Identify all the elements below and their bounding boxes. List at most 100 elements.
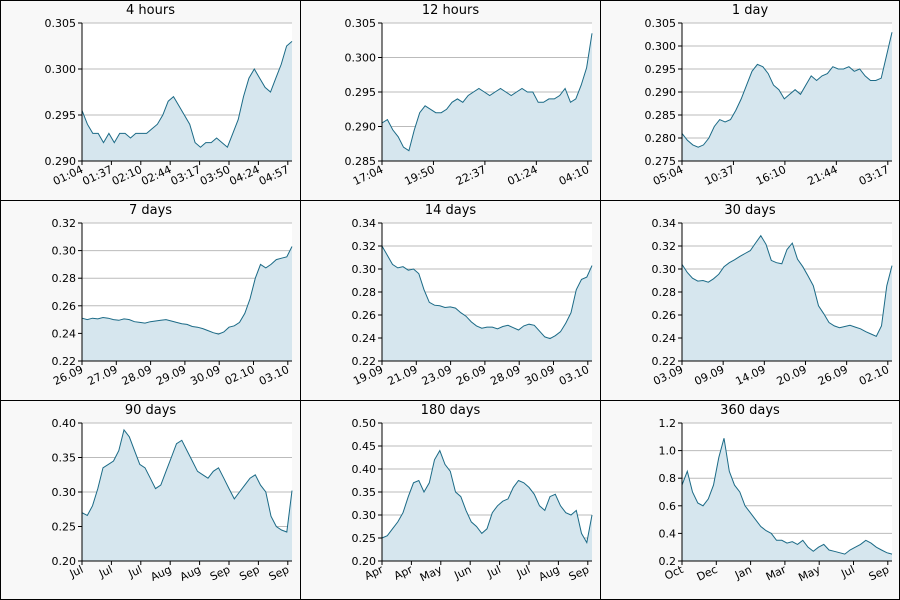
y-tick-label: 0.305 bbox=[345, 17, 377, 30]
x-tick-label: Jul bbox=[96, 563, 114, 581]
x-tick-label: 03:17 bbox=[857, 163, 891, 188]
y-tick-label: 0.2 bbox=[659, 555, 677, 568]
chart-panel: 1 day 0.275 0.280 0.285 0.290 0.295 0.300 0.305… bbox=[600, 0, 900, 201]
series-line bbox=[681, 32, 893, 148]
x-tick-label: Jul bbox=[67, 563, 85, 581]
chart-title: 90 days bbox=[124, 403, 177, 418]
x-tick-label: Jan bbox=[732, 563, 754, 582]
series-area bbox=[382, 450, 592, 561]
y-tick-label: 0.275 bbox=[645, 155, 677, 168]
y-tick-label: 0.35 bbox=[52, 452, 77, 465]
x-tick-label: 20.09 bbox=[775, 363, 809, 388]
y-tick-label: 0.20 bbox=[52, 555, 77, 568]
x-tick-label: 30.09 bbox=[188, 363, 222, 388]
x-tick-label: 01:24 bbox=[505, 163, 539, 188]
chart-title: 12 hours bbox=[421, 3, 480, 18]
series-line bbox=[681, 234, 893, 337]
x-tick-label: 30.09 bbox=[523, 363, 557, 388]
chart-panel: 360 days 0.2 0.4 0.6 0.8 1.0 1.2 Oct Dec Jan Mar Ma… bbox=[600, 400, 900, 600]
y-tick-label: 0.28 bbox=[652, 286, 677, 299]
x-tick-label: 16:10 bbox=[754, 163, 788, 188]
series-line bbox=[381, 245, 593, 340]
x-tick-label: Jul bbox=[484, 563, 502, 581]
y-tick-label: 0.26 bbox=[652, 309, 677, 322]
chart-panel: 180 days 0.20 0.25 0.30 0.35 0.40 0.45 0.50 Apr A… bbox=[300, 400, 601, 600]
series-line bbox=[681, 438, 893, 555]
x-tick-label: Aug bbox=[537, 563, 562, 584]
x-tick-label: Sep bbox=[267, 563, 291, 584]
y-tick-label: 0.22 bbox=[352, 355, 377, 368]
y-tick-label: 0.26 bbox=[352, 309, 377, 322]
y-tick-label: 0.24 bbox=[652, 332, 677, 345]
y-tick-label: 0.290 bbox=[645, 86, 677, 99]
y-tick-label: 0.30 bbox=[652, 263, 677, 276]
chart-svg: 0.2900.2950.3000.30501:0401:3702:1002:44… bbox=[45, 17, 293, 188]
series-line bbox=[81, 428, 293, 533]
chart-panel: 4 hours 0.290 0.295 0.300 0.305 01:04 01:37 02:… bbox=[0, 0, 301, 201]
y-tick-label: 0.6 bbox=[659, 500, 677, 513]
chart-title: 30 days bbox=[724, 203, 776, 218]
y-tick-label: 0.40 bbox=[352, 463, 377, 476]
chart-title: 360 days bbox=[720, 403, 780, 418]
y-tick-label: 0.4 bbox=[659, 527, 677, 540]
y-tick-label: 0.300 bbox=[345, 52, 377, 65]
y-tick-label: 0.30 bbox=[352, 509, 377, 522]
chart-title: 14 days bbox=[424, 203, 477, 218]
x-tick-label: 02.10 bbox=[857, 363, 891, 388]
y-tick-label: 0.22 bbox=[52, 355, 77, 368]
y-tick-label: 0.24 bbox=[352, 332, 377, 345]
x-tick-label: 22:37 bbox=[454, 163, 488, 188]
series-line bbox=[381, 449, 593, 545]
x-tick-label: 23.09 bbox=[420, 363, 454, 388]
y-tick-label: 0.305 bbox=[645, 17, 677, 30]
series-line bbox=[381, 33, 593, 152]
x-tick-label: 29.09 bbox=[154, 363, 188, 388]
x-tick-label: 19:50 bbox=[402, 163, 436, 188]
chart-title: 1 day bbox=[731, 3, 769, 18]
y-tick-label: 1.2 bbox=[659, 417, 677, 430]
x-tick-label: May bbox=[796, 563, 823, 585]
y-tick-label: 0.285 bbox=[645, 109, 677, 122]
x-tick-label: 28.09 bbox=[488, 363, 522, 388]
x-tick-label: 03.10 bbox=[557, 363, 591, 388]
series-area bbox=[82, 246, 292, 361]
y-tick-label: 0.300 bbox=[645, 40, 677, 53]
y-tick-label: 0.305 bbox=[45, 17, 77, 30]
chart-title: 180 days bbox=[420, 403, 481, 418]
y-tick-label: 0.34 bbox=[652, 217, 677, 230]
series-line bbox=[81, 246, 293, 335]
chart-svg: 0.2750.2800.2850.2900.2950.3000.30505:04… bbox=[645, 17, 893, 188]
x-tick-label: Aug bbox=[178, 563, 203, 584]
y-tick-label: 0.25 bbox=[52, 521, 77, 534]
x-tick-label: Jul bbox=[514, 563, 532, 581]
x-tick-label: Sep bbox=[867, 563, 891, 584]
y-tick-label: 0.32 bbox=[52, 217, 77, 230]
y-tick-label: 0.30 bbox=[52, 486, 77, 499]
x-tick-label: Sep bbox=[567, 563, 591, 584]
series-area bbox=[682, 235, 892, 361]
x-tick-label: 04:10 bbox=[557, 163, 591, 188]
x-tick-label: 10:37 bbox=[702, 163, 736, 188]
y-tick-label: 0.295 bbox=[645, 63, 677, 76]
y-tick-label: 0.22 bbox=[652, 355, 677, 368]
x-tick-label: Jul bbox=[126, 563, 144, 581]
y-tick-label: 0.34 bbox=[352, 217, 377, 230]
chart-panel: 12 hours 0.285 0.290 0.295 0.300 0.305 17:04 19… bbox=[300, 0, 601, 201]
x-tick-label: Sep bbox=[208, 563, 232, 584]
y-tick-label: 0.280 bbox=[645, 132, 677, 145]
x-tick-label: Sep bbox=[237, 563, 261, 584]
y-tick-label: 0.295 bbox=[45, 109, 77, 122]
x-tick-label: Mar bbox=[764, 563, 789, 584]
x-tick-label: Jul bbox=[838, 563, 856, 581]
y-tick-label: 0.295 bbox=[345, 86, 377, 99]
chart-panel: 30 days 0.22 0.24 0.26 0.28 0.30 0.32 0.34 03.09… bbox=[600, 200, 900, 401]
y-tick-label: 0.30 bbox=[52, 245, 77, 258]
y-tick-label: 0.285 bbox=[345, 155, 377, 168]
x-tick-label: 02.10 bbox=[223, 363, 257, 388]
y-tick-label: 0.290 bbox=[45, 155, 77, 168]
y-tick-label: 0.28 bbox=[52, 272, 77, 285]
